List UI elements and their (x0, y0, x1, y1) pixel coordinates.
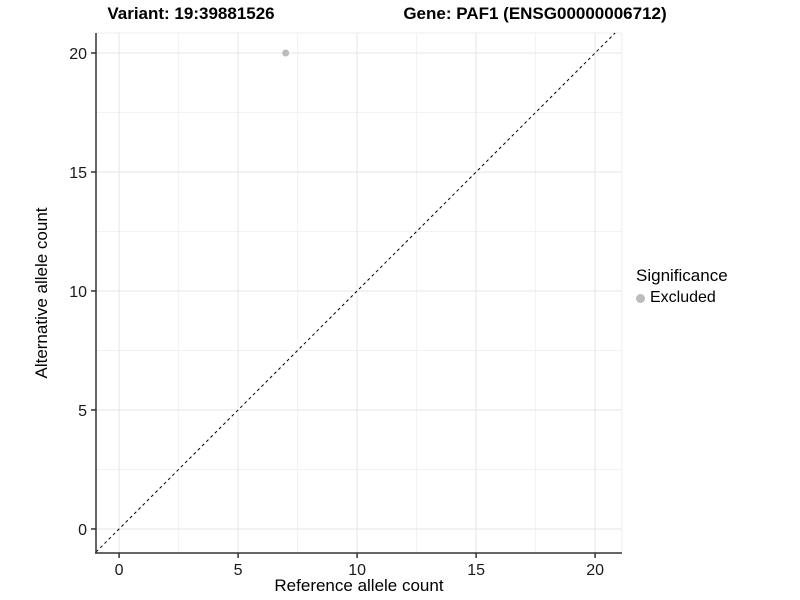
y-tick-label: 5 (78, 403, 87, 420)
legend-item-label: Excluded (650, 289, 716, 306)
legend-title: Significance (636, 266, 728, 285)
x-tick-label: 10 (348, 562, 366, 579)
plot-title-gene: Gene: PAF1 (ENSG00000006712) (403, 4, 667, 23)
y-axis-title: Alternative allele count (32, 207, 51, 379)
x-tick-label: 0 (115, 562, 124, 579)
x-tick-label: 5 (234, 562, 243, 579)
legend: Significance Excluded (636, 265, 728, 307)
data-point (282, 49, 290, 57)
x-tick-label: 20 (586, 562, 604, 579)
legend-item-excluded: Excluded (636, 289, 728, 307)
x-axis-title: Reference allele count (274, 576, 444, 595)
identity-dashed-line (95, 32, 616, 553)
plot-title-variant: Variant: 19:39881526 (107, 4, 275, 23)
y-tick-label: 15 (69, 165, 87, 182)
y-tick-label: 0 (78, 522, 87, 539)
legend-point-icon (636, 293, 645, 303)
x-tick-label: 15 (467, 562, 485, 579)
y-tick-label: 20 (69, 46, 87, 63)
y-tick-label: 10 (69, 284, 87, 301)
